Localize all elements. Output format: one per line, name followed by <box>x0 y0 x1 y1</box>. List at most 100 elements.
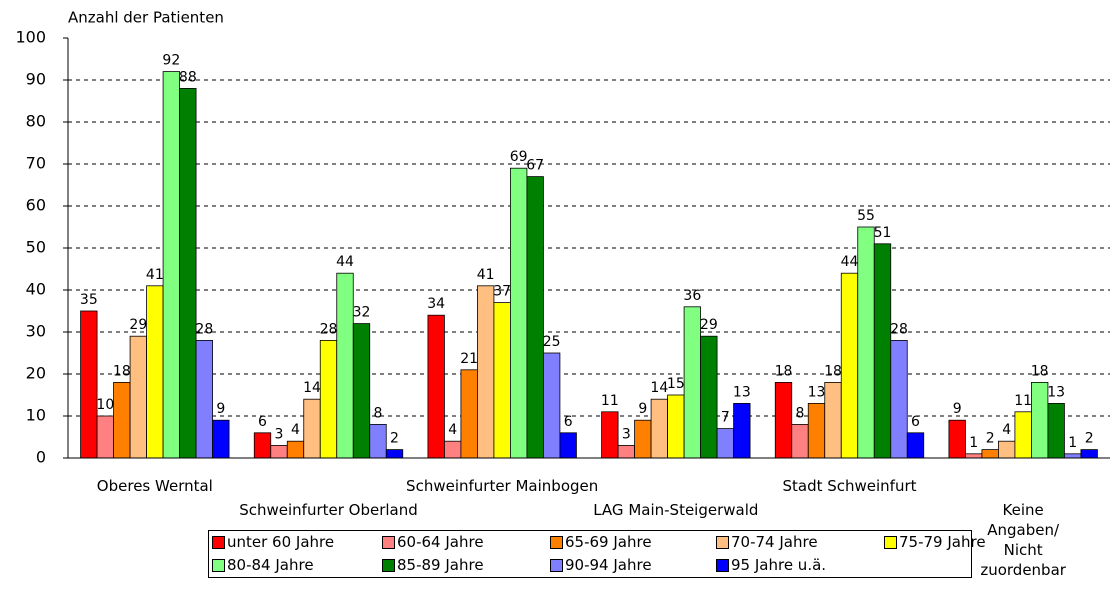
bar <box>319 339 338 459</box>
y-tick-label: 50 <box>26 238 46 257</box>
bar <box>543 352 561 459</box>
legend-swatch <box>716 558 729 572</box>
x-tick-label: Keine Angaben/ Nicht zuordenbar <box>980 501 1066 579</box>
value-label: 6 <box>258 414 267 430</box>
bar <box>716 428 734 459</box>
legend-swatch <box>550 558 563 572</box>
bar <box>162 71 180 459</box>
bar <box>683 306 701 459</box>
value-label: 34 <box>427 296 445 312</box>
value-label: 92 <box>162 53 180 69</box>
value-label: 18 <box>824 363 842 379</box>
value-label: 15 <box>667 376 685 392</box>
y-tick-label: 20 <box>26 364 46 383</box>
y-tick-label: 80 <box>26 112 46 131</box>
bar <box>195 339 213 459</box>
legend-label: 75-79 Jahre <box>899 533 986 551</box>
y-tick-label: 0 <box>36 448 46 467</box>
bar <box>212 419 230 459</box>
legend-swatch <box>212 535 225 549</box>
y-tick-label: 90 <box>26 70 46 89</box>
value-label: 41 <box>146 267 164 283</box>
legend-swatch <box>884 535 897 549</box>
value-label: 9 <box>216 401 225 417</box>
y-tick-label: 70 <box>26 154 46 173</box>
value-label: 28 <box>890 321 908 337</box>
bar <box>998 440 1016 459</box>
value-label: 6 <box>911 414 920 430</box>
bar <box>733 402 751 459</box>
legend-item: 70-74 Jahre <box>716 533 818 551</box>
bar <box>807 402 826 459</box>
bar <box>129 335 147 459</box>
bar <box>303 398 321 459</box>
value-label: 8 <box>374 405 383 421</box>
bar <box>477 285 495 459</box>
bar <box>559 432 577 459</box>
bar <box>526 176 544 459</box>
value-label: 4 <box>1002 422 1011 438</box>
legend-label: 70-74 Jahre <box>731 533 818 551</box>
value-label: 1 <box>1068 435 1077 451</box>
bar <box>493 302 511 459</box>
bar <box>1031 381 1049 459</box>
bar <box>840 272 859 459</box>
legend-label: 80-84 Jahre <box>227 556 314 574</box>
value-label: 35 <box>80 292 98 308</box>
legend-label: 85-89 Jahre <box>397 556 484 574</box>
value-label: 25 <box>543 334 561 350</box>
legend-swatch <box>212 558 225 572</box>
value-label: 2 <box>1085 431 1094 447</box>
legend-swatch <box>382 558 395 572</box>
x-tick-label: Oberes Werntal <box>96 477 213 495</box>
value-label: 11 <box>601 393 619 409</box>
bar <box>1064 453 1082 459</box>
legend-swatch <box>550 535 563 549</box>
value-label: 44 <box>336 254 354 270</box>
bar <box>634 419 652 459</box>
legend-item: 85-89 Jahre <box>382 556 484 574</box>
value-label: 29 <box>129 317 147 333</box>
bar <box>700 335 718 459</box>
bar <box>270 444 288 459</box>
value-label: 55 <box>857 208 875 224</box>
value-label: 69 <box>510 149 528 165</box>
value-label: 4 <box>448 422 457 438</box>
bar <box>774 381 793 459</box>
value-label: 41 <box>477 267 495 283</box>
value-label: 32 <box>353 305 371 321</box>
value-label: 18 <box>113 363 131 379</box>
x-tick-label: Stadt Schweinfurt <box>782 477 917 495</box>
legend-label: 90-94 Jahre <box>565 556 652 574</box>
x-tick-label: Schweinfurter Oberland <box>239 501 418 519</box>
value-label: 67 <box>526 158 544 174</box>
value-label: 13 <box>1047 384 1065 400</box>
value-label: 37 <box>493 284 511 300</box>
bar <box>965 453 983 459</box>
legend: unter 60 Jahre 60-64 Jahre 65-69 Jahre 70-7… <box>208 530 986 578</box>
value-label: 18 <box>775 363 793 379</box>
bar <box>286 440 305 459</box>
value-label: 44 <box>841 254 859 270</box>
value-label: 28 <box>320 321 338 337</box>
legend-label: 65-69 Jahre <box>565 533 652 551</box>
value-label: 51 <box>874 225 892 241</box>
value-label: 11 <box>1014 393 1032 409</box>
bar <box>873 243 892 459</box>
bar <box>650 398 668 459</box>
bar <box>906 432 925 459</box>
bar <box>791 423 809 459</box>
value-label: 14 <box>303 380 321 396</box>
bar <box>460 369 478 459</box>
value-label: 10 <box>96 397 114 413</box>
legend-swatch <box>382 535 395 549</box>
bar <box>1014 411 1032 459</box>
legend-item: 95 Jahre u.ä. <box>716 556 826 574</box>
value-label: 18 <box>1031 363 1049 379</box>
bar <box>824 381 842 459</box>
legend-item: 75-79 Jahre <box>884 533 986 551</box>
bar <box>1080 449 1098 459</box>
bar <box>890 339 908 459</box>
